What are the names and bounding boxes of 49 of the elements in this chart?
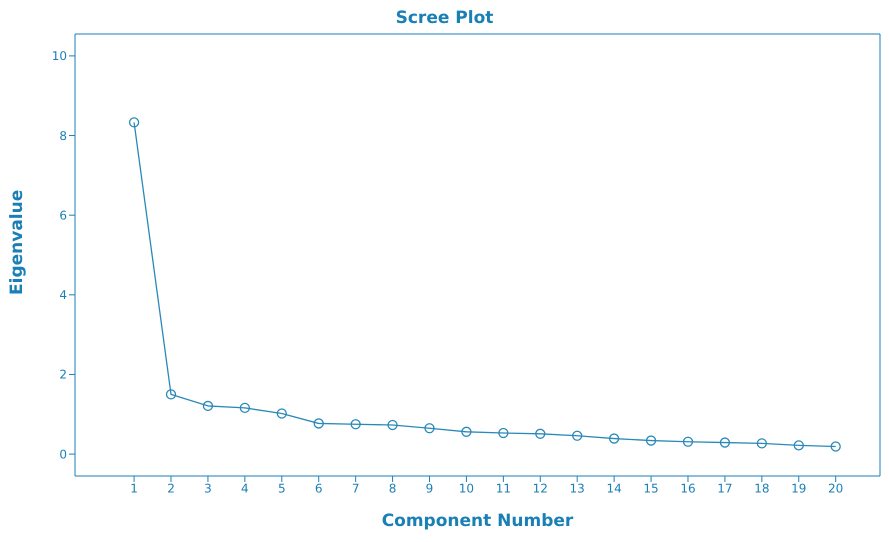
x-axis-title: Component Number [382, 511, 574, 531]
point [166, 389, 176, 400]
x-tick-label: 10 [458, 482, 474, 496]
point [314, 418, 324, 429]
y-tick-label: 8 [59, 128, 67, 143]
point [128, 117, 140, 128]
x-tick-label: 11 [496, 482, 511, 496]
x-tick-label: 4 [241, 482, 249, 496]
y-axis-title: Eigenvalue [7, 190, 28, 295]
y-tick-label: 2 [59, 368, 67, 382]
point [387, 420, 398, 430]
x-tick-label: 18 [754, 482, 770, 496]
point [720, 437, 730, 448]
chart-title: Scree Plot [394, 8, 494, 28]
point [424, 423, 435, 434]
x-tick-label: 17 [717, 482, 733, 496]
x-tick-label: 3 [204, 482, 212, 496]
x-tick-label: 1 [130, 482, 138, 496]
point [276, 408, 287, 419]
x-tick-label: 19 [791, 482, 806, 496]
x-tick-label: 6 [314, 482, 323, 496]
point [461, 426, 472, 437]
x-tick-label: 15 [643, 482, 659, 496]
y-tick-label: 6 [59, 208, 67, 222]
x-tick-label: 5 [278, 482, 286, 496]
y-tick-label: 0 [59, 447, 67, 462]
x-tick-label: 8 [388, 482, 396, 496]
point [535, 428, 546, 439]
x-tick-label: 9 [426, 482, 434, 496]
x-tick-label: 14 [606, 482, 622, 496]
x-tick-label: 12 [532, 482, 548, 496]
x-tick-label: 16 [680, 482, 696, 496]
y-tick-label: 10 [52, 49, 67, 64]
x-tick-label: 7 [352, 482, 360, 496]
point [646, 435, 656, 446]
point [830, 441, 841, 452]
point [202, 400, 214, 412]
point [794, 440, 804, 450]
point [572, 430, 582, 441]
y-tick-label: 4 [59, 288, 67, 302]
x-tick-label: 2 [167, 482, 175, 496]
x-tick-label: 13 [570, 482, 585, 496]
point [682, 436, 694, 447]
point [608, 433, 620, 444]
point [756, 438, 767, 448]
x-tick-label: 20 [828, 482, 844, 496]
point [350, 419, 361, 430]
point [240, 402, 250, 414]
point [498, 428, 508, 438]
